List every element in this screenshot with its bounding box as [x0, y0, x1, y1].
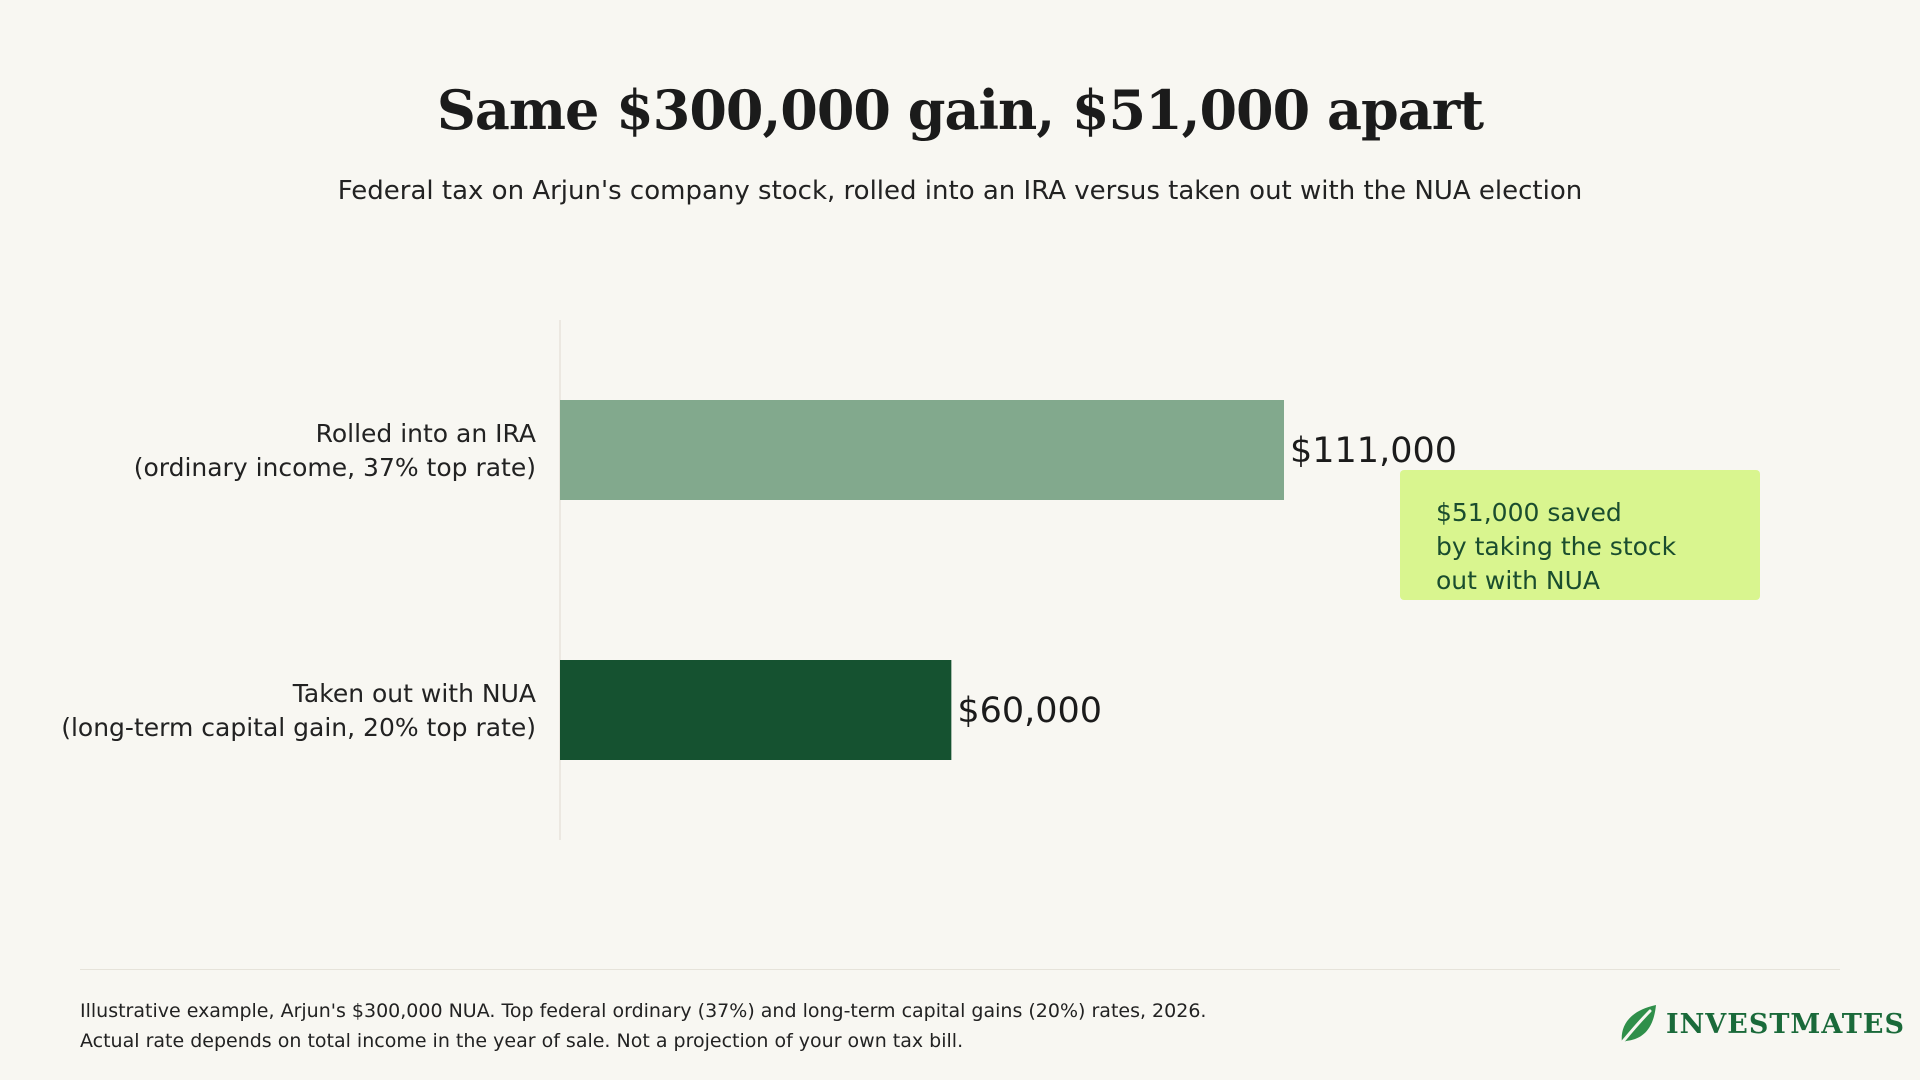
callout-line: by taking the stock [1436, 532, 1677, 561]
bar-value-label: $60,000 [957, 691, 1102, 731]
callout-line: out with NUA [1436, 566, 1600, 595]
savings-callout: $51,000 saved by taking the stock out wi… [1400, 470, 1760, 600]
category-label: Rolled into an IRA [316, 419, 536, 448]
category-label: (ordinary income, 37% top rate) [134, 453, 536, 482]
bar [560, 400, 1284, 500]
footnote: Illustrative example, Arjun's $300,000 N… [80, 996, 1206, 1056]
category-label: (long-term capital gain, 20% top rate) [61, 713, 536, 742]
chart-title: Same $300,000 gain, $51,000 apart [436, 78, 1484, 142]
leaf-icon [1618, 1005, 1656, 1047]
bar-chart: $111,000 Rolled into an IRA (ordinary inco… [61, 320, 1457, 840]
callout-line: $51,000 saved [1436, 498, 1622, 527]
footer-divider [80, 969, 1840, 970]
brand-logo: INVESTMATES [1616, 1000, 1905, 1048]
bar [560, 660, 952, 760]
brand-name: INVESTMATES [1666, 1008, 1905, 1040]
chart-subtitle: Federal tax on Arjun's company stock, ro… [337, 176, 1583, 206]
bar-value-label: $111,000 [1290, 431, 1457, 471]
footnote-line: Illustrative example, Arjun's $300,000 N… [80, 1000, 1207, 1022]
category-label: Taken out with NUA [292, 679, 536, 708]
footnote-line: Actual rate depends on total income in t… [80, 1030, 964, 1052]
